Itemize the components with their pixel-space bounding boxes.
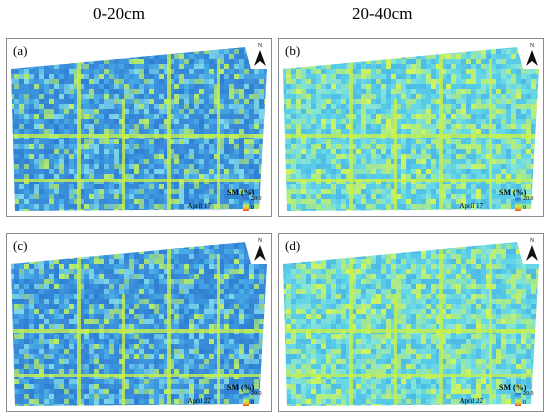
legend-title: SM (%) — [499, 383, 527, 392]
date-label: April 22 — [187, 397, 211, 405]
legend-title: SM (%) — [227, 383, 255, 392]
legend: SM (%) 20.0 0 — [499, 188, 539, 212]
north-label: N — [257, 238, 263, 244]
legend-color-bar — [515, 393, 521, 406]
map-panel-d: (d) N April 22 SM (%) 20.0 0 — [278, 233, 544, 412]
panel-label: (b) — [285, 43, 301, 58]
north-label: N — [529, 238, 535, 244]
legend-min: 0 — [251, 400, 254, 406]
date-label: April 17 — [187, 202, 211, 210]
legend-color-bar — [515, 198, 521, 211]
map-panel-c: (c) N April 22 SM (%) 20.0 0 — [6, 233, 272, 412]
legend: SM (%) 20.0 0 — [499, 383, 539, 407]
legend-title: SM (%) — [499, 188, 527, 197]
panel-label: (a) — [13, 43, 28, 58]
legend-title: SM (%) — [227, 188, 255, 197]
map-panel-b: (b) N April 17 SM (%) 20.0 0 — [278, 38, 544, 217]
legend-max: 20.0 — [251, 391, 262, 397]
panel-label: (c) — [13, 238, 28, 253]
column-header-20-40cm: 20-40cm — [352, 4, 413, 23]
north-arrow-icon: N — [254, 238, 266, 266]
legend-max: 20.0 — [523, 196, 534, 202]
legend-color-bar — [243, 198, 249, 211]
north-label: N — [529, 43, 535, 49]
legend-min: 0 — [523, 205, 526, 211]
legend: SM (%) 20.0 0 — [227, 383, 267, 407]
north-arrow-icon: N — [254, 43, 266, 71]
north-label: N — [257, 43, 263, 49]
legend-color-bar — [243, 393, 249, 406]
legend-min: 0 — [523, 400, 526, 406]
soil-moisture-map — [283, 47, 539, 211]
legend: SM (%) 20.0 0 — [227, 188, 267, 212]
panel-label: (d) — [285, 238, 301, 253]
soil-moisture-map — [11, 242, 267, 406]
legend-min: 0 — [251, 205, 254, 211]
column-header-0-20cm: 0-20cm — [93, 4, 145, 23]
soil-moisture-map — [11, 47, 267, 211]
north-arrow-icon: N — [526, 238, 538, 266]
north-arrow-icon: N — [526, 43, 538, 71]
soil-moisture-map — [283, 242, 539, 406]
legend-max: 20.0 — [251, 196, 262, 202]
date-label: April 22 — [459, 397, 483, 405]
date-label: April 17 — [459, 202, 483, 210]
map-panel-a: (a) N April 17 SM (%) 20.0 0 — [6, 38, 272, 217]
legend-max: 20.0 — [523, 391, 534, 397]
